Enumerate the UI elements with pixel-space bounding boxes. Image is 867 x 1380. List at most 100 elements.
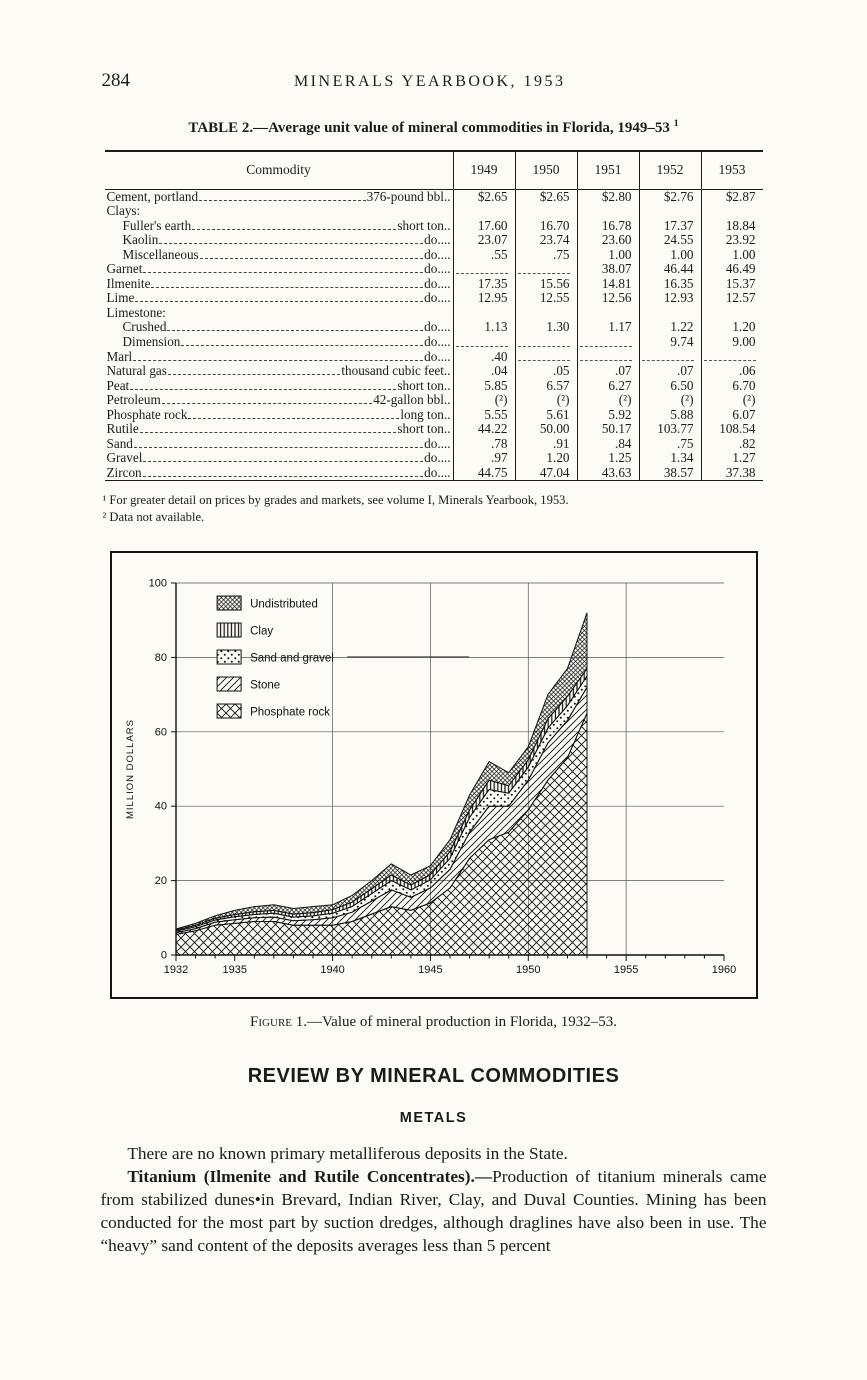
table-cell: 46.44 (638, 262, 701, 277)
table-cell: 14.81 (576, 276, 639, 292)
table-header: Commodity 1949 1950 1951 1952 1953 (104, 151, 763, 190)
commodity-unit: do.... (424, 464, 451, 480)
legend-swatch-diagonal (216, 676, 242, 692)
commodity-cell: Lime do.... (105, 291, 454, 306)
table-cell: 6.57 (514, 378, 577, 394)
svg-text:100: 100 (148, 577, 166, 589)
commodity-cell: Fuller's earth short ton.. (105, 217, 454, 234)
table-cell (514, 262, 577, 277)
commodity-label: Lime (106, 290, 135, 306)
commodity-label: Kaolin (122, 232, 159, 248)
commodity-cell: Ilmenite do.... (105, 276, 454, 292)
table-cell: 1.20 (700, 320, 763, 335)
table-row: Sand do.... .78.91.84.75.82 (105, 435, 763, 452)
table-cell: .75 (514, 247, 577, 263)
table-group-row: Limestone: (105, 304, 763, 321)
table-cell: 24.55 (638, 233, 701, 248)
commodity-cell: Clays: (106, 203, 141, 219)
commodity-unit: do.... (424, 450, 451, 466)
table-cell: 1.00 (576, 247, 639, 263)
table-cell: 9.74 (638, 334, 701, 350)
dash-leader (130, 388, 397, 390)
paragraph-metals-1: There are no known primary metalliferous… (127, 1143, 568, 1163)
table-cell: 17.37 (638, 218, 701, 234)
table-cell: (²) (514, 393, 577, 408)
commodity-cell: Petroleum 42-gallon bbl.. (105, 393, 454, 408)
commodity-unit: do.... (424, 334, 451, 349)
table-cell: 15.37 (700, 276, 763, 292)
table-cell: .97 (452, 451, 515, 466)
table-cell: 16.35 (638, 276, 701, 292)
no-data-dash (455, 336, 508, 347)
table-row: Ilmenite do.... 17.35 15.56 14.81 16.35 15.37 (105, 276, 763, 292)
table-cell: 23.74 (514, 233, 577, 248)
table-cell (638, 305, 701, 321)
commodity-unit: do.... (424, 261, 451, 277)
commodity-cell: Crushed do.... (105, 320, 454, 335)
paragraph-titanium: Titanium (Ilmenite and Rutile Concentrat… (101, 1165, 767, 1257)
commodity-cell: Miscellaneous do.... (105, 247, 454, 263)
production-chart: 0 20 40 60 80 100 1932 1935 1940 1945 1950 1955 1960… (125, 577, 736, 976)
table-cell: 1.22 (638, 320, 701, 335)
table-cell (452, 262, 515, 277)
commodity-cell: Limestone: (106, 304, 166, 320)
table-row: Gravel do.... .97 1.20 1.25 1.34 1.27 (105, 451, 763, 466)
no-data-dash (579, 336, 632, 347)
commodity-label: Cement, portland (106, 188, 199, 204)
commodity-unit: do.... (424, 435, 451, 451)
table-cell (452, 204, 515, 219)
commodity-cell: Dimension do.... (105, 334, 454, 350)
area-stipple (175, 612, 587, 931)
table-cell: 1.13 (452, 320, 515, 335)
table-cell: 5.55 (452, 407, 515, 423)
paragraph-titanium-lead: Titanium (Ilmenite and Rutile Concentrat… (127, 1166, 493, 1186)
commodity-label: Crushed (122, 319, 167, 335)
table-row: Kaolin do.... 23.07 23.74 23.60 24.55 23.92 (105, 233, 763, 248)
table-cell: .82 (700, 436, 763, 452)
commodity-label: Natural gas (106, 363, 167, 379)
commodity-unit: do.... (424, 290, 451, 306)
svg-text:1950: 1950 (516, 964, 540, 976)
table-cell: 12.95 (452, 291, 515, 306)
table-cell: 44.22 (452, 422, 515, 437)
figure-1: 0 20 40 60 80 100 1932 1935 1940 1945 1950 1955 1960… (109, 550, 758, 1031)
legend-label: Phosphate rock (250, 706, 330, 718)
table-cell: 1.00 (700, 247, 763, 263)
table-row: Petroleum 42-gallon bbl.. (²) (²) (²) (²) (²) (105, 393, 763, 408)
commodity-unit: do.... (424, 319, 451, 335)
table-cell: (²) (452, 393, 515, 408)
page-number: 284 (101, 70, 131, 91)
table-cell: 16.78 (576, 218, 639, 234)
table-group-row: Clays: (105, 204, 763, 219)
table-cell: 103.77 (638, 422, 701, 437)
table-cell: 9.00 (700, 334, 763, 350)
table-cell: 12.56 (576, 291, 639, 306)
commodity-cell: Garnet do.... (105, 262, 454, 277)
commodity-unit: short ton.. (397, 217, 451, 233)
commodity-label: Marl (106, 348, 133, 364)
table-cell: $2.80 (576, 189, 639, 205)
svg-text:1940: 1940 (320, 964, 344, 976)
dash-leader (167, 330, 424, 332)
svg-text:60: 60 (154, 726, 166, 738)
dash-leader (139, 432, 397, 434)
dash-leader (161, 403, 373, 405)
commodity-cell: Sand do.... (105, 435, 454, 452)
table-cell: 1.30 (514, 320, 577, 335)
table-cell (700, 349, 763, 365)
table-cell (638, 204, 701, 219)
table-cell: 6.70 (700, 378, 763, 394)
commodity-unit: long ton.. (400, 406, 451, 422)
table-cell: 47.04 (514, 465, 577, 481)
table-cell: 1.17 (576, 320, 639, 335)
table-cell: 23.07 (452, 233, 515, 248)
legend-label: Sand and gravel (250, 652, 334, 664)
table-cell: 12.93 (638, 291, 701, 306)
table-header-row: Commodity 1949 1950 1951 1952 1953 (104, 151, 763, 190)
table-cell: 1.00 (638, 247, 701, 263)
table-cell: 38.07 (576, 262, 639, 277)
table-cell (638, 349, 701, 365)
table-title: TABLE 2.—Average unit value of mineral c… (84, 118, 784, 137)
commodity-cell: Marl do.... (105, 348, 454, 365)
table-cell: .91 (514, 436, 577, 452)
